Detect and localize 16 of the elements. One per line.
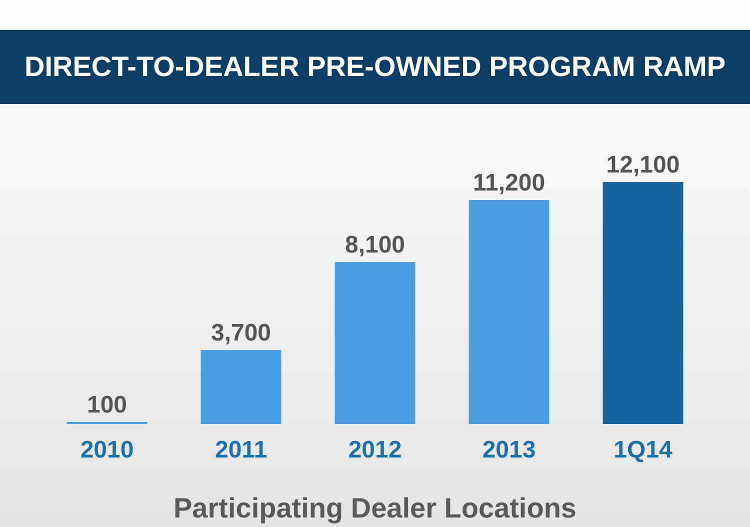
x-tick-label: 2012 [348,436,402,464]
x-axis-title: Participating Dealer Locations [174,492,576,524]
bar [468,200,550,424]
x-tick-label: 2011 [214,436,268,464]
data-label: 8,100 [344,232,406,258]
x-tick-label: 1Q14 [614,436,674,464]
data-label: 12,100 [606,152,680,178]
bar [200,350,282,424]
bar [602,182,684,424]
data-label: 11,200 [472,170,546,196]
x-tick-label: 2013 [482,436,536,464]
chart-title: DIRECT-TO-DEALER PRE-OWNED PROGRAM RAMP [0,30,750,104]
data-label: 100 [86,392,128,418]
x-tick-label: 2010 [80,436,134,464]
data-label: 3,700 [210,320,272,346]
bar [334,262,416,424]
